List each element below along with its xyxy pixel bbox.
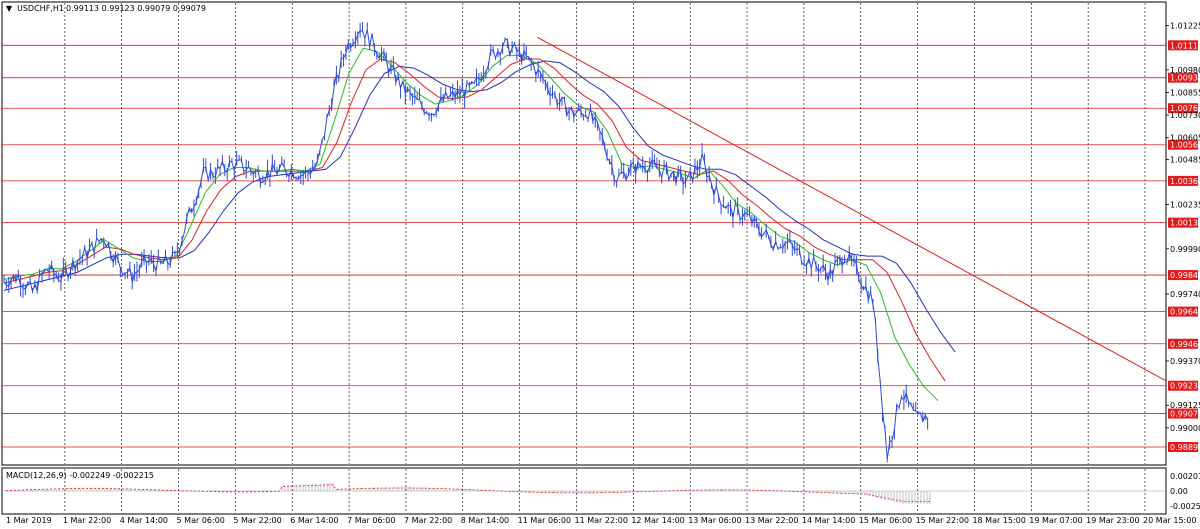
level-tag <box>1168 72 1198 83</box>
price-axis-label: 0.99990 <box>1170 245 1200 254</box>
macd-axis-label: 0.00 <box>1170 487 1188 496</box>
price-axis-label: 1.00605 <box>1170 134 1200 143</box>
moving-average-mid <box>3 58 946 382</box>
level-tag-label: 0.98894 <box>1170 443 1200 452</box>
level-tag <box>1168 338 1198 349</box>
level-tag <box>1168 175 1198 186</box>
time-axis-label: 13 Mar 22:00 <box>745 516 798 525</box>
level-tag <box>1168 442 1198 453</box>
time-axis-label: 1 Mar 2019 <box>6 516 52 525</box>
time-axis-label: 18 Mar 15:00 <box>972 516 1025 525</box>
level-tag-label: 0.99233 <box>1170 382 1200 391</box>
ohlc-readout: 0.99113 0.99123 0.99079 0.99079 <box>66 4 206 13</box>
level-tag <box>1168 40 1198 51</box>
time-axis-label: 11 Mar 22:00 <box>575 516 628 525</box>
vertical-gridlines <box>64 3 1146 513</box>
chart-series <box>3 22 1167 463</box>
trend-line[interactable] <box>537 36 1167 382</box>
level-tag <box>1168 306 1198 317</box>
price-axis: 1.01225 1.00980 1.00855 1.00730 1.00605 1.004… <box>1166 22 1200 433</box>
level-tag-label: 1.00566 <box>1170 141 1200 150</box>
time-axis-label: 14 Mar 14:00 <box>802 516 855 525</box>
time-axis-label: 19 Mar 07:00 <box>1029 516 1082 525</box>
moving-average-fast <box>3 47 939 402</box>
time-axis-label: 8 Mar 14:00 <box>461 516 509 525</box>
macd-title: MACD(12,26,9) -0.002249 -0.002215 <box>6 471 154 480</box>
level-tag-label: 1.01116 <box>1170 41 1200 50</box>
price-line <box>3 29 929 460</box>
macd-axis-label: 0.002016 <box>1170 472 1200 481</box>
level-tag-label: 1.00135 <box>1170 219 1200 228</box>
time-axis-label: 13 Mar 06:00 <box>688 516 741 525</box>
price-axis-label: 1.00485 <box>1170 155 1200 164</box>
time-axis: 1 Mar 2019 1 Mar 22:00 4 Mar 14:00 5 Mar 06… <box>6 516 1196 525</box>
price-axis-label: 0.99000 <box>1170 424 1200 433</box>
symbol-label: USDCHF,H1 <box>17 4 64 13</box>
macd-axis-label: -0.002592 <box>1170 502 1200 511</box>
price-axis-label: 1.00855 <box>1170 88 1200 97</box>
main-panel-frame <box>1 1 1167 466</box>
level-tag <box>1168 270 1198 281</box>
time-axis-label: 12 Mar 14:00 <box>631 516 684 525</box>
price-axis-label: 1.00730 <box>1170 111 1200 120</box>
macd-indicator: 0.002016 0.00 -0.002592 <box>2 472 1200 511</box>
level-tag <box>1168 103 1198 114</box>
level-tag-label: 1.00366 <box>1170 177 1200 186</box>
level-tag <box>1168 217 1198 228</box>
time-axis-label: 4 Mar 14:00 <box>120 516 168 525</box>
level-tag-label: 0.99465 <box>1170 340 1200 349</box>
time-axis-label: 20 Mar 15:00 <box>1143 516 1196 525</box>
time-axis-label: 15 Mar 06:00 <box>859 516 912 525</box>
price-axis-label: 1.01225 <box>1170 22 1200 31</box>
level-tag-label: 0.99845 <box>1170 271 1200 280</box>
level-tag <box>1168 408 1198 419</box>
level-tag-label: 0.99079 <box>1170 410 1200 419</box>
time-axis-label: 5 Mar 06:00 <box>177 516 225 525</box>
moving-average-slow <box>3 60 956 353</box>
level-tag-label: 0.99643 <box>1170 308 1200 317</box>
time-axis-label: 1 Mar 22:00 <box>63 516 111 525</box>
time-axis-label: 11 Mar 06:00 <box>518 516 571 525</box>
time-axis-label: 6 Mar 14:00 <box>290 516 338 525</box>
price-axis-label: 0.99740 <box>1170 290 1200 299</box>
chart-menu-dropdown-icon[interactable]: ▼ <box>6 4 13 13</box>
level-tag <box>1168 139 1198 150</box>
price-axis-label: 0.99125 <box>1170 401 1200 410</box>
time-axis-label: 7 Mar 22:00 <box>404 516 452 525</box>
horizontal-levels: 1.01116 1.00937 1.00768 1.00566 1.00366 1.001… <box>2 40 1200 453</box>
level-tag-label: 1.00937 <box>1170 74 1200 83</box>
level-tag-label: 1.00768 <box>1170 104 1200 113</box>
price-axis-label: 1.00980 <box>1170 66 1200 75</box>
price-axis-label: 0.99370 <box>1170 357 1200 366</box>
price-axis-label: 1.00235 <box>1170 201 1200 210</box>
level-tag <box>1168 380 1198 391</box>
time-axis-label: 15 Mar 22:00 <box>916 516 969 525</box>
macd-signal-line <box>5 484 930 502</box>
time-axis-label: 7 Mar 06:00 <box>347 516 395 525</box>
time-axis-label: 19 Mar 23:00 <box>1086 516 1139 525</box>
time-axis-label: 5 Mar 22:00 <box>233 516 281 525</box>
